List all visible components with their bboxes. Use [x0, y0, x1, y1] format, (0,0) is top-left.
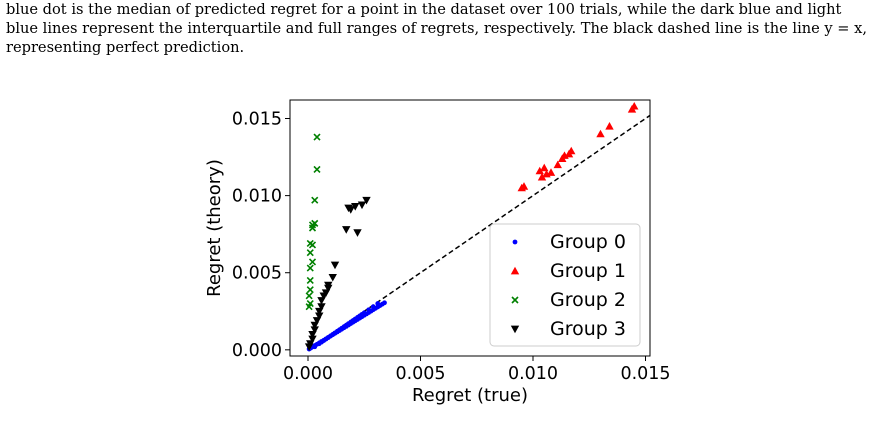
data-point: [313, 165, 321, 173]
data-point: [310, 321, 319, 330]
caption-line-3: representing perfect prediction.: [6, 39, 245, 56]
y-tick-label: 0.000: [232, 341, 282, 361]
data-point: [348, 319, 354, 325]
legend-label: Group 3: [550, 318, 626, 340]
x-axis-label: Regret (true): [412, 385, 528, 406]
data-point: [546, 168, 556, 176]
y-axis-label: Regret (theory): [204, 159, 225, 297]
legend-marker: [510, 266, 520, 275]
data-point: [305, 292, 313, 300]
data-point: [343, 322, 349, 328]
data-point: [519, 182, 529, 190]
data-point: [339, 325, 345, 331]
data-point: [319, 292, 328, 301]
figure-caption: blue dot is the median of predicted regr…: [6, 0, 874, 57]
data-point: [325, 335, 331, 340]
legend-item: Group 2: [511, 289, 626, 311]
data-point: [313, 133, 321, 141]
legend-marker: [512, 239, 518, 245]
y-tick-label: 0.015: [232, 110, 282, 130]
data-point: [330, 261, 340, 270]
data-point: [357, 201, 367, 210]
data-point: [308, 224, 317, 232]
data-point: [317, 297, 326, 305]
data-point: [308, 258, 317, 266]
data-point: [567, 146, 576, 155]
data-point: [375, 301, 381, 306]
x-tick-label: 0.010: [508, 364, 558, 384]
data-point: [328, 273, 337, 282]
data-point: [346, 206, 355, 214]
data-point: [630, 101, 639, 110]
data-point: [540, 163, 549, 172]
legend-marker: [510, 325, 520, 334]
legend-item: Group 0: [512, 231, 626, 253]
data-point: [351, 203, 360, 211]
data-point: [357, 313, 363, 319]
data-point: [342, 226, 351, 234]
legend-box: [489, 223, 641, 347]
data-point: [321, 338, 327, 343]
legend-label: Group 1: [550, 260, 626, 282]
x-tick-label: 0.005: [395, 364, 445, 384]
data-point: [310, 326, 319, 334]
x-tick-label: 0.000: [283, 364, 333, 384]
series-group-3: [304, 196, 371, 351]
data-point: [605, 122, 614, 130]
legend-item: Group 3: [510, 318, 626, 340]
data-point: [370, 304, 376, 310]
data-point: [535, 166, 544, 175]
data-point: [382, 300, 387, 306]
data-point: [312, 344, 318, 350]
x-tick-label: 0.015: [620, 364, 670, 384]
data-point: [306, 249, 314, 257]
data-point: [305, 303, 313, 311]
data-point: [304, 343, 314, 351]
data-point: [324, 284, 333, 293]
caption-line-1: blue dot is the median of predicted regr…: [6, 1, 842, 18]
plot-area-frame: [289, 99, 651, 357]
data-point: [311, 196, 319, 204]
data-point: [553, 160, 562, 169]
series-group-2: [305, 133, 321, 311]
data-point: [315, 307, 324, 316]
data-point: [330, 332, 336, 337]
data-point: [352, 316, 358, 322]
data-point: [308, 241, 317, 249]
legend-label: Group 2: [550, 289, 626, 311]
data-point: [312, 317, 322, 325]
legend-marker: [511, 296, 519, 304]
series-group-1: [517, 101, 639, 192]
data-point: [537, 172, 547, 181]
data-point: [361, 310, 367, 316]
series-group-0: [306, 300, 387, 352]
data-point: [315, 312, 324, 321]
data-point: [306, 276, 314, 284]
data-point: [308, 335, 317, 344]
data-point: [334, 328, 340, 334]
legend: Group 0 Group 1 Group 2 Group 3: [489, 223, 641, 347]
data-point: [362, 196, 371, 205]
data-point: [353, 229, 362, 237]
data-point: [316, 341, 322, 347]
legend-label: Group 0: [550, 231, 626, 253]
data-point: [317, 303, 326, 311]
caption-line-2: blue lines represent the interquartile a…: [6, 20, 868, 37]
y-tick-label: 0.010: [232, 187, 282, 207]
y-tick-label: 0.005: [232, 264, 282, 284]
data-point: [596, 129, 605, 138]
data-point: [306, 286, 314, 294]
legend-item: Group 1: [510, 260, 626, 282]
data-point: [308, 331, 317, 339]
data-point: [366, 307, 372, 313]
data-point: [306, 264, 314, 272]
